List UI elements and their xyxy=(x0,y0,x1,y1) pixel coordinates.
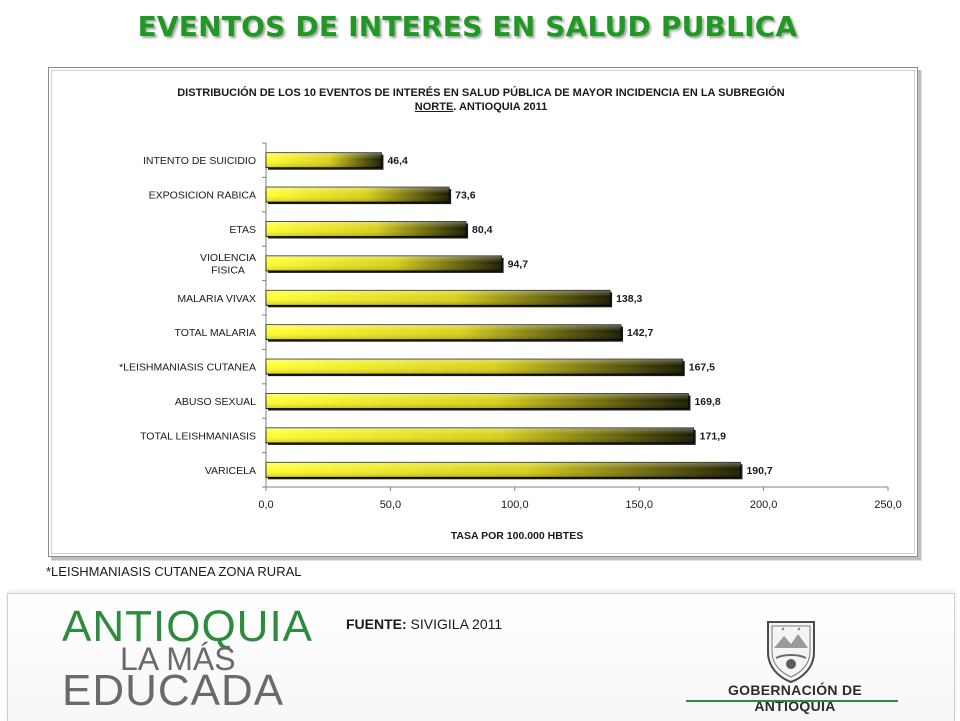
x-tick-label: 200,0 xyxy=(750,499,778,511)
logo-line3: EDUCADA xyxy=(62,666,285,715)
x-axis-title: TASA POR 100.000 HBTES xyxy=(451,530,583,542)
category-label-line: EXPOSICION RABICA xyxy=(149,190,256,202)
bar-value-label: 167,5 xyxy=(689,362,715,374)
category-label: MALARIA VIVAX xyxy=(177,293,256,305)
category-label: *LEISHMANIASIS CUTANEA xyxy=(119,362,256,374)
category-label: INTENTO DE SUICIDIO xyxy=(143,155,256,167)
chart-title-line1: DISTRIBUCIÓN DE LOS 10 EVENTOS DE INTERÉ… xyxy=(177,87,785,99)
bar-value-label: 73,6 xyxy=(455,190,476,202)
category-label-line: TOTAL LEISHMANIASIS xyxy=(140,430,256,442)
category-label-line: FISICA xyxy=(211,265,245,277)
source-label: FUENTE: xyxy=(346,616,407,632)
bar-sheen xyxy=(266,221,467,237)
source-note: FUENTE: SIVIGILA 2011 xyxy=(346,616,502,632)
category-label-line: VARICELA xyxy=(205,465,256,477)
category-label-line: MALARIA VIVAX xyxy=(177,293,256,305)
category-label-line: ABUSO SEXUAL xyxy=(175,396,256,408)
category-label-line: *LEISHMANIASIS CUTANEA xyxy=(119,362,256,374)
category-label: EXPOSICION RABICA xyxy=(149,190,256,202)
category-label: ETAS xyxy=(229,224,256,236)
category-label-line: TOTAL MALARIA xyxy=(175,327,257,339)
chart-title: DISTRIBUCIÓN DE LOS 10 EVENTOS DE INTERÉ… xyxy=(56,86,906,114)
bar-sheen xyxy=(266,255,502,271)
chart-title-highlight: NORTE xyxy=(414,101,454,113)
government-label: GOBERNACIÓN DE ANTIOQUIA xyxy=(727,682,863,714)
bar-value-label: 169,8 xyxy=(694,396,720,408)
bar-sheen xyxy=(266,324,622,340)
category-label: ABUSO SEXUAL xyxy=(175,396,256,408)
bar-sheen xyxy=(266,359,683,375)
logo-line1: ANTIOQUIA xyxy=(62,602,314,651)
logo-line2: LA MÁS xyxy=(120,641,236,677)
bar-sheen xyxy=(266,393,689,409)
bar-value-label: 171,9 xyxy=(700,430,726,442)
bar-value-label: 190,7 xyxy=(746,465,772,477)
x-tick-label: 50,0 xyxy=(380,499,401,511)
category-label: TOTAL MALARIA xyxy=(175,327,257,339)
category-label-line: VIOLENCIA xyxy=(200,252,256,264)
category-label: VIOLENCIA FISICA xyxy=(200,252,256,277)
bar-value-label: 94,7 xyxy=(508,258,529,270)
government-rule xyxy=(686,700,898,702)
bar-sheen xyxy=(266,427,694,443)
chart-bars xyxy=(265,152,743,480)
chart-title-line2: NORTE. ANTIOQUIA 2011 xyxy=(56,100,906,114)
bar-value-label: 142,7 xyxy=(627,327,653,339)
chart-title-rest: . ANTIOQUIA 2011 xyxy=(453,101,548,113)
bar-sheen xyxy=(266,187,450,203)
x-tick-label: 250,0 xyxy=(874,499,902,511)
bar-sheen xyxy=(266,152,382,168)
bar-sheen xyxy=(266,462,741,478)
bar-sheen xyxy=(266,290,611,306)
category-label-line: ETAS xyxy=(229,224,256,236)
category-label-line: INTENTO DE SUICIDIO xyxy=(143,155,256,167)
chart-labels: 0,0 50,0 100,0 150,0 200,0 250,0 TASA POR 100.… xyxy=(119,155,902,542)
footnote: *LEISHMANIASIS CUTANEA ZONA RURAL xyxy=(46,564,302,579)
x-tick-label: 0,0 xyxy=(258,499,273,511)
x-tick-label: 150,0 xyxy=(625,499,653,511)
category-label: VARICELA xyxy=(205,465,256,477)
coat-of-arms-icon xyxy=(767,621,815,684)
bar-value-label: 138,3 xyxy=(616,293,642,305)
bar-value-label: 80,4 xyxy=(472,224,493,236)
category-label: TOTAL LEISHMANIASIS xyxy=(140,430,256,442)
bar-value-label: 46,4 xyxy=(387,155,408,167)
antioquia-logo: ANTIOQUIA LA MÁS EDUCADA xyxy=(62,604,312,715)
x-tick-label: 100,0 xyxy=(501,499,529,511)
source-text: SIVIGILA 2011 xyxy=(406,616,503,632)
slide-title: EVENTOS DE INTERES EN SALUD PUBLICA xyxy=(137,10,798,43)
